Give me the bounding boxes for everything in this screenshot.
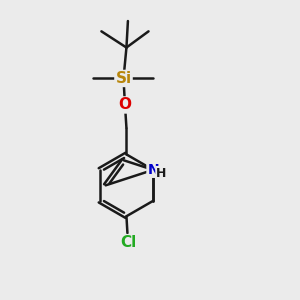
Text: N: N	[147, 163, 159, 177]
Text: O: O	[118, 98, 131, 112]
Text: Cl: Cl	[120, 235, 136, 250]
Text: Si: Si	[116, 71, 132, 86]
Text: H: H	[156, 167, 167, 180]
